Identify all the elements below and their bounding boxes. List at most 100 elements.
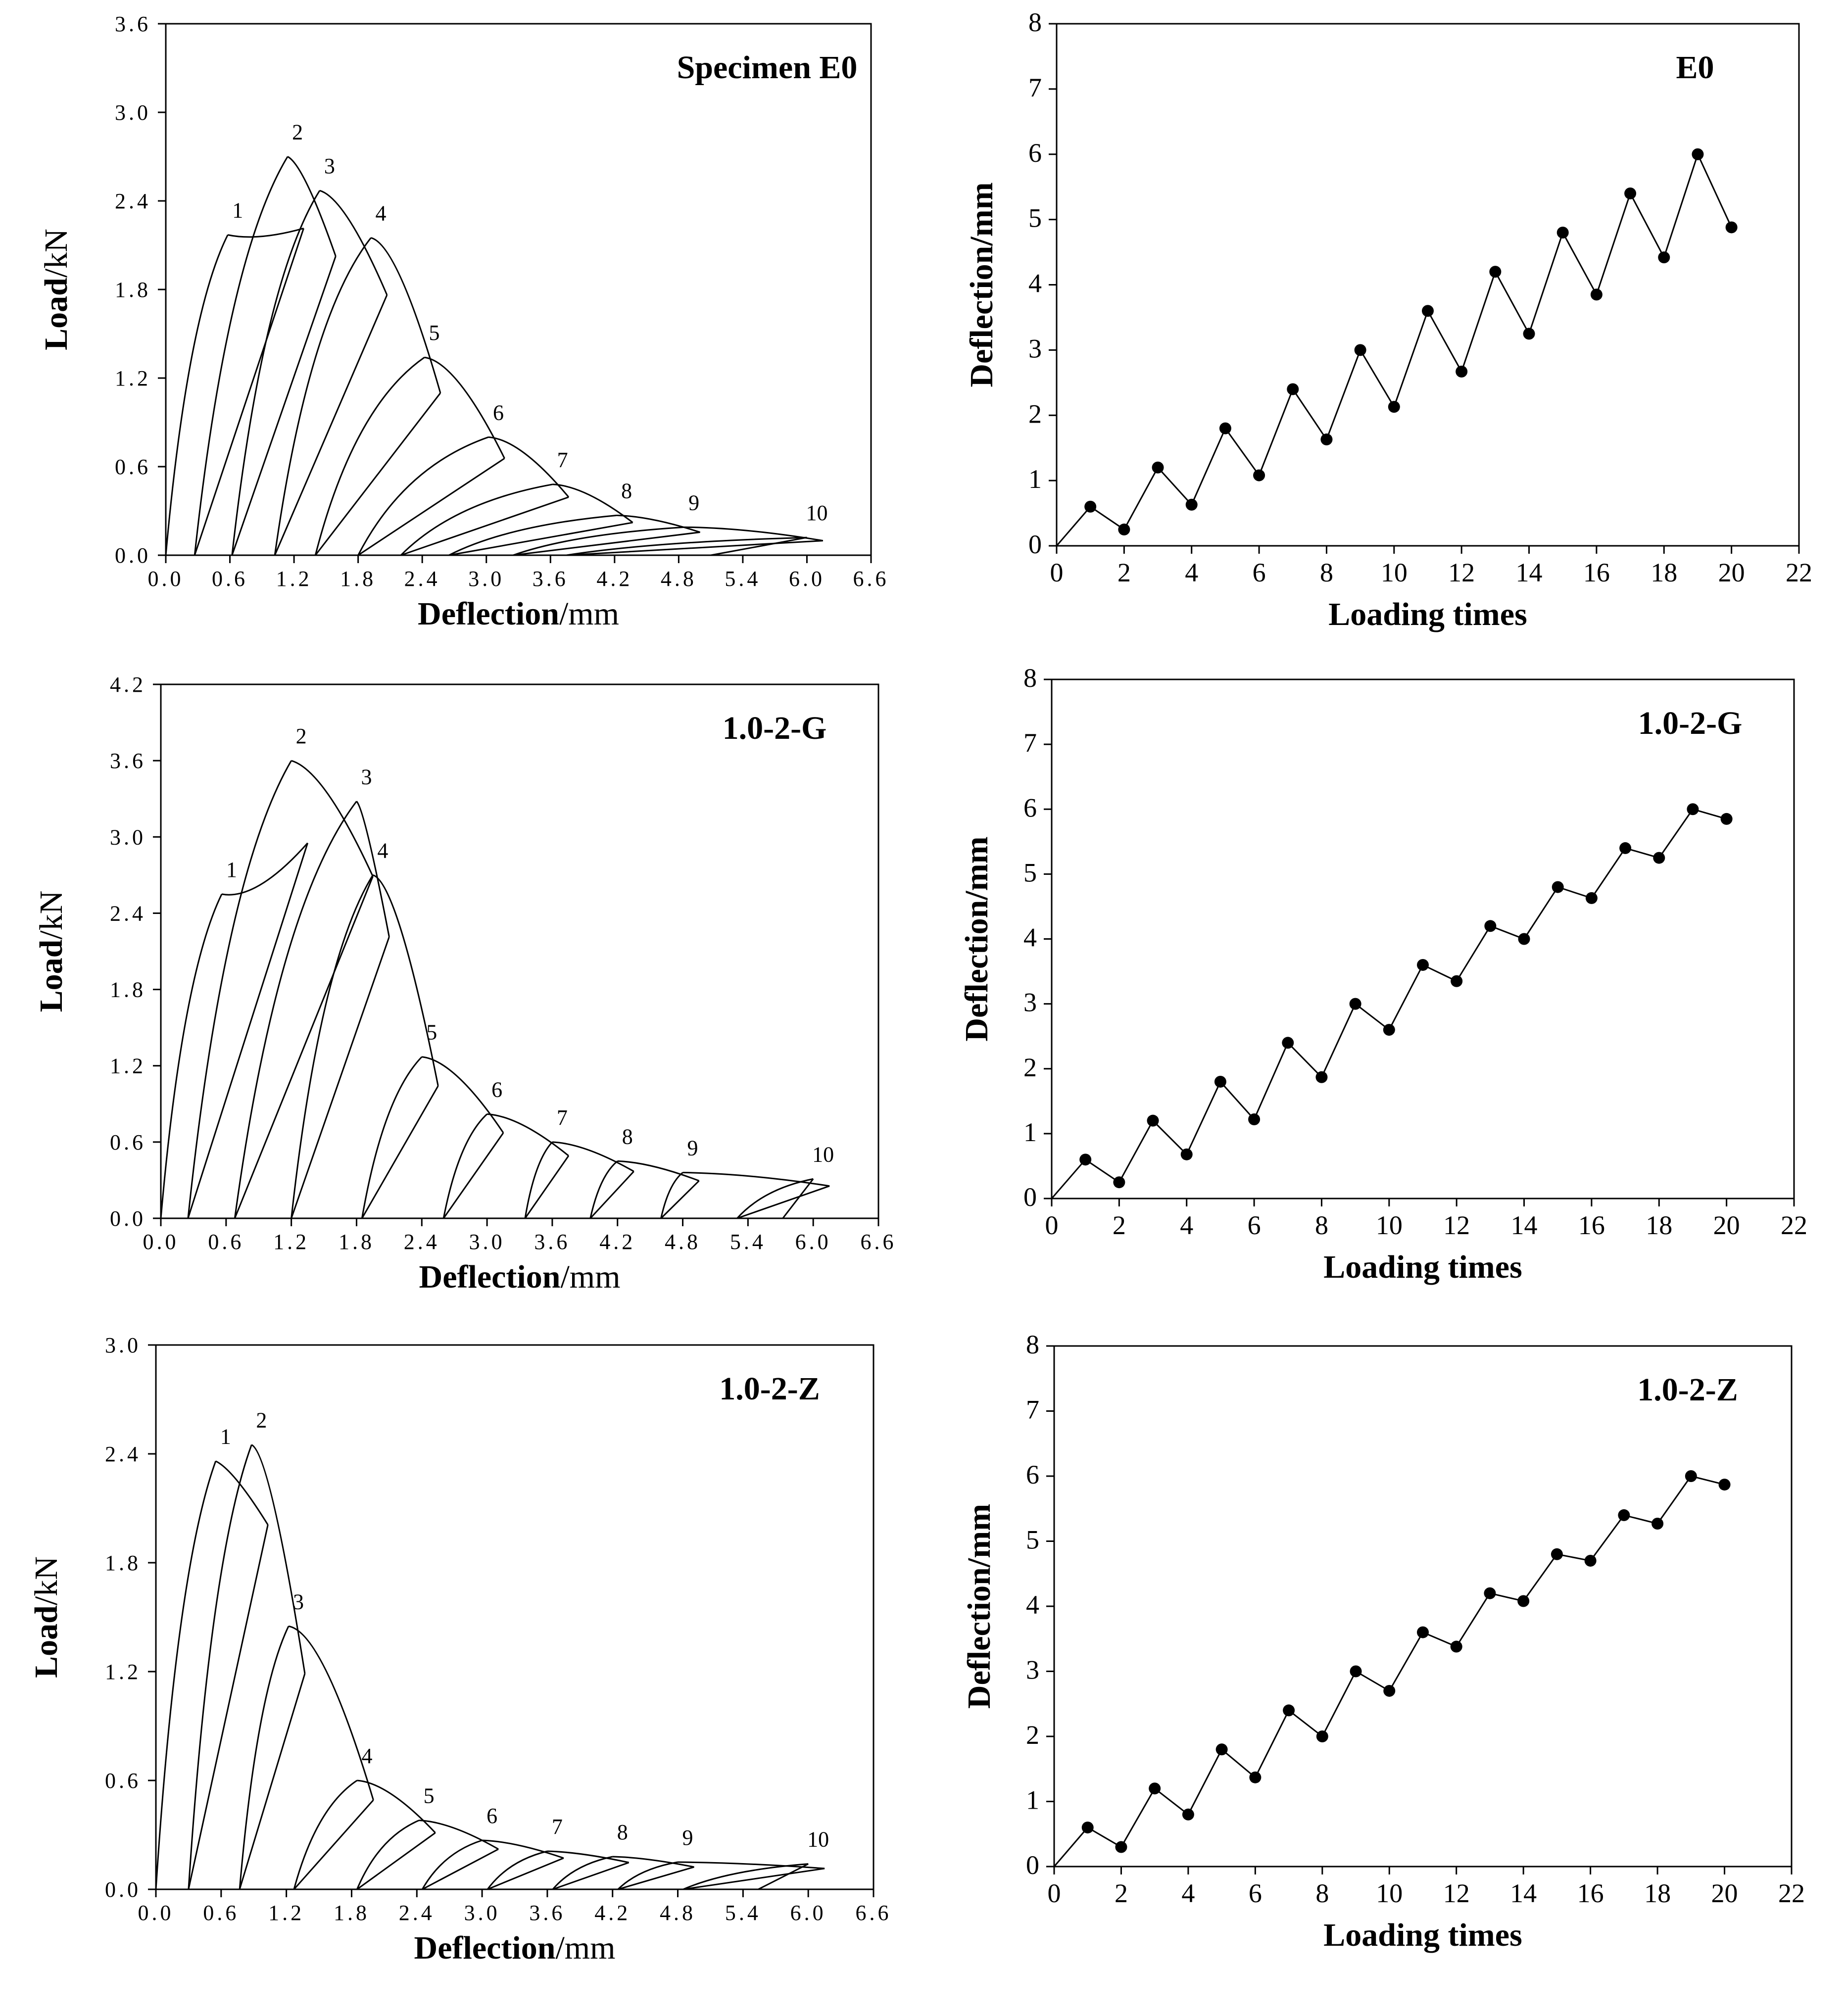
data-point [1283, 1704, 1295, 1717]
x-axis-title: Deflection/mm [418, 596, 619, 632]
softening-branch [678, 1861, 825, 1870]
x-tick-label: 0.6 [212, 567, 248, 591]
y-tick-label: 7 [1028, 73, 1042, 102]
data-point [1115, 1841, 1127, 1853]
x-tick-label: 16 [1578, 1210, 1605, 1240]
loading-branch [155, 1461, 217, 1890]
cycle-label-10: 10 [807, 1827, 829, 1852]
softening-branch [552, 1141, 634, 1172]
x-tick-label: 4.8 [665, 1230, 701, 1254]
cycle-label-5: 5 [424, 1784, 435, 1808]
loading-branch [566, 536, 807, 556]
cycle-label-3: 3 [293, 1589, 304, 1614]
softening-branch [319, 190, 388, 295]
y-tick-label: 4.2 [110, 672, 146, 697]
data-point [1725, 221, 1738, 234]
data-point [1692, 148, 1704, 160]
unloading-branch [231, 256, 337, 556]
unloading-branch [291, 936, 390, 1219]
x-tick-label: 6.6 [861, 1230, 897, 1254]
unloading-branch [487, 1857, 564, 1890]
plot-frame [160, 683, 879, 1219]
data-point [1450, 1640, 1462, 1653]
panel-title: E0 [1676, 49, 1714, 86]
x-tick-label: 3.0 [468, 567, 504, 591]
x-tick-label: 4.2 [596, 567, 632, 591]
y-tick-label: 6 [1023, 793, 1037, 822]
x-tick-label: 3.0 [469, 1230, 505, 1254]
unloading-branch [442, 1132, 504, 1219]
unloading-branch [710, 536, 807, 556]
y-axis-title: Deflection/mm [961, 1504, 997, 1709]
y-tick-label: 1.8 [105, 1551, 141, 1575]
x-tick-label: 4 [1181, 1878, 1195, 1908]
data-point [1214, 1075, 1226, 1088]
x-tick-label: 2.4 [399, 1901, 435, 1925]
unloading-branch [758, 1863, 809, 1890]
x-tick-label: 4.8 [660, 1901, 696, 1925]
cycle-label-10: 10 [806, 501, 827, 525]
unloading-branch [660, 1180, 700, 1219]
data-point [1585, 892, 1598, 904]
y-axis-title: Deflection/mm [964, 182, 1000, 387]
data-point [1079, 1153, 1092, 1166]
panel-title: 1.0-2-Z [1637, 1372, 1738, 1408]
data-point [1349, 998, 1361, 1010]
x-tick-label: 2 [1113, 1210, 1126, 1240]
x-tick-label: 3.6 [533, 567, 569, 591]
y-tick-label: 3.6 [110, 749, 146, 773]
data-point [1180, 1148, 1193, 1160]
y-tick-label: 2 [1028, 399, 1042, 429]
cycle-label-8: 8 [622, 1124, 633, 1149]
y-tick-label: 5 [1026, 1525, 1039, 1555]
y-axis-title: Load/kN [33, 891, 69, 1012]
data-point [1489, 266, 1502, 278]
unloading-branch [274, 294, 388, 556]
y-tick-label: 3.0 [105, 1333, 141, 1357]
softening-branch [287, 156, 337, 257]
unloading-branch [448, 522, 633, 556]
cycle-label-1: 1 [226, 858, 237, 882]
data-point [1556, 227, 1569, 239]
data-point [1523, 328, 1535, 340]
data-point [1653, 852, 1665, 864]
y-tick-label: 4 [1028, 269, 1042, 298]
softening-branch [612, 1856, 694, 1868]
unloading-branch [400, 496, 569, 556]
loading-branch [165, 234, 229, 556]
softening-branch [617, 514, 701, 533]
data-point [1417, 1626, 1429, 1638]
cycle-label-7: 7 [552, 1815, 563, 1839]
x-axis-title: Deflection/mm [414, 1930, 616, 1966]
panel-title: 1.0-2-Z [719, 1371, 820, 1407]
softening-branch [356, 801, 390, 937]
cycle-label-5: 5 [429, 321, 440, 345]
x-tick-label: 6.6 [856, 1901, 892, 1925]
x-tick-label: 0 [1048, 1878, 1061, 1908]
softening-branch [372, 874, 439, 1086]
x-tick-label: 18 [1651, 558, 1677, 587]
unloading-branch [422, 1848, 499, 1890]
cycle-label-1: 1 [220, 1425, 231, 1449]
panel-title: 1.0-2-G [1638, 705, 1743, 741]
cycle-label-4: 4 [377, 838, 388, 863]
y-axis-title: Load/kN [38, 229, 74, 350]
cycle-label-9: 9 [688, 490, 699, 515]
y-tick-label: 4 [1026, 1590, 1039, 1620]
y-tick-label: 0.0 [110, 1206, 146, 1231]
data-point [1720, 813, 1733, 825]
loading-branch [356, 1820, 420, 1890]
data-point [1518, 933, 1530, 945]
x-tick-label: 16 [1583, 558, 1610, 587]
y-tick-label: 0.0 [115, 543, 151, 568]
x-tick-label: 8 [1315, 1878, 1329, 1908]
y-tick-label: 6 [1026, 1460, 1039, 1489]
loading-branch [293, 1779, 358, 1890]
x-tick-label: 12 [1448, 558, 1475, 587]
loading-branch [231, 190, 321, 556]
x-tick-label: 2.4 [404, 567, 440, 591]
loading-branch [314, 357, 425, 556]
y-tick-label: 8 [1028, 7, 1042, 37]
